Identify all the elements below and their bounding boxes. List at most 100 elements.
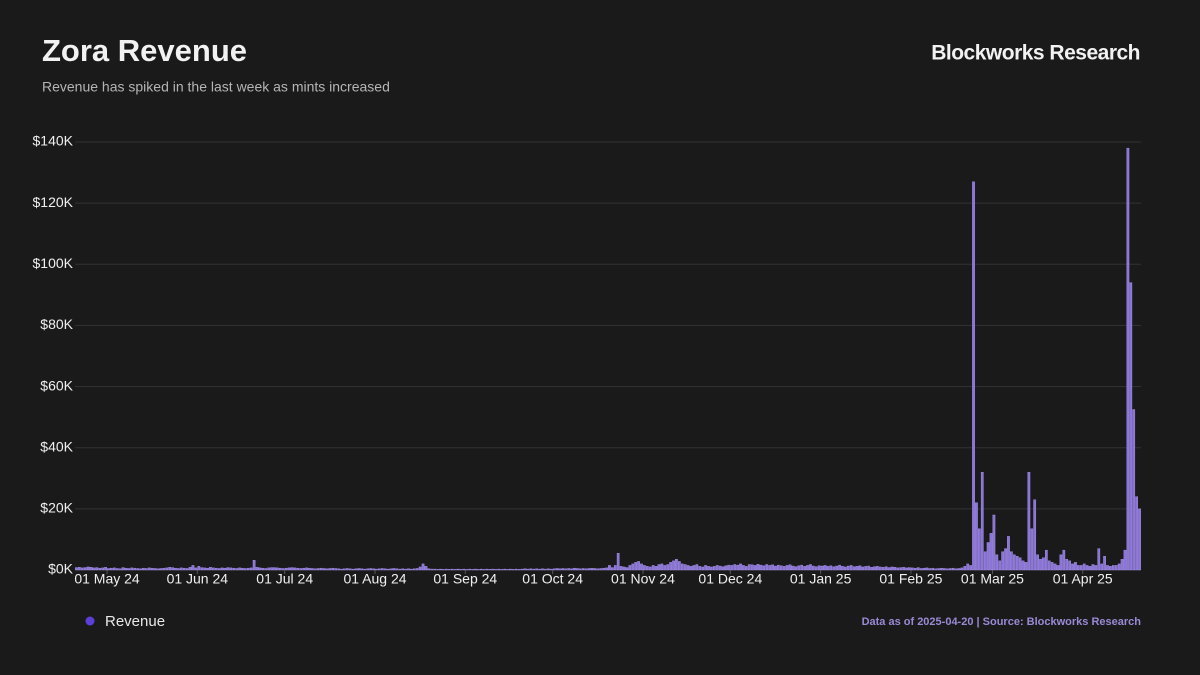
bar	[217, 568, 221, 571]
bar	[177, 568, 180, 571]
bar	[80, 567, 84, 571]
bar	[549, 568, 553, 571]
bar	[593, 568, 597, 571]
bar	[477, 569, 480, 571]
bar	[803, 566, 806, 571]
bar	[750, 564, 754, 571]
bar	[412, 568, 416, 571]
bar	[893, 567, 897, 571]
bar	[127, 568, 131, 571]
bar	[631, 563, 635, 571]
bar	[645, 566, 649, 571]
bar	[1126, 147, 1130, 571]
bar	[809, 564, 812, 571]
bar	[905, 567, 908, 571]
bar	[1135, 496, 1138, 571]
bar	[902, 567, 905, 571]
bar	[756, 563, 760, 571]
bar	[768, 565, 772, 571]
bar	[1077, 565, 1080, 571]
bar	[462, 568, 466, 571]
bar	[1085, 565, 1089, 571]
bar	[238, 567, 241, 571]
bar	[867, 565, 871, 571]
bar	[89, 567, 93, 571]
bar	[960, 567, 964, 571]
x-tick-label: 01 Apr 25	[1053, 571, 1113, 587]
bar	[1079, 565, 1083, 571]
bar	[689, 566, 693, 571]
bar	[669, 562, 672, 571]
bar	[546, 568, 550, 571]
bar	[171, 567, 174, 571]
bar	[1012, 554, 1016, 571]
bar	[1109, 566, 1112, 571]
bar	[972, 181, 975, 571]
bar	[1068, 560, 1071, 571]
bar	[511, 569, 515, 571]
bar	[995, 554, 999, 571]
bar	[675, 559, 678, 571]
bar	[771, 564, 774, 571]
bar	[1036, 554, 1039, 571]
x-tick-label: 01 Jun 24	[167, 571, 229, 587]
bar	[380, 568, 384, 571]
bar	[203, 567, 206, 571]
bar	[311, 568, 314, 571]
x-tick-label: 01 Dec 24	[698, 571, 762, 587]
bar	[471, 569, 474, 571]
bar	[104, 567, 107, 571]
bar	[1044, 549, 1048, 571]
bar	[634, 562, 638, 571]
bar	[532, 568, 536, 571]
bar	[491, 568, 495, 571]
bar	[683, 564, 687, 571]
bar	[302, 567, 305, 571]
brand: Blockworks Research	[931, 42, 1140, 65]
bar	[596, 568, 600, 571]
bar	[567, 568, 571, 571]
bar	[95, 567, 99, 571]
bar	[159, 568, 163, 571]
bar	[313, 568, 317, 571]
bar	[529, 568, 533, 571]
bar	[191, 565, 195, 571]
bar	[838, 564, 841, 571]
bar	[264, 568, 268, 571]
bar	[130, 567, 134, 571]
bar	[1097, 548, 1101, 571]
y-tick-label: $0K	[48, 561, 74, 577]
bar	[1091, 564, 1095, 571]
bar	[1082, 563, 1086, 571]
bar	[1059, 554, 1063, 571]
bar	[514, 568, 518, 571]
bar	[814, 566, 818, 571]
bar	[651, 565, 655, 571]
bar	[619, 566, 623, 571]
bar	[139, 568, 142, 571]
bar	[118, 568, 122, 571]
bar	[1088, 566, 1092, 571]
bar	[878, 566, 882, 571]
bar	[465, 569, 469, 571]
bar	[876, 566, 879, 571]
bar	[721, 566, 725, 571]
bar	[410, 568, 413, 571]
bar	[165, 567, 169, 571]
bar	[479, 568, 483, 571]
bar	[718, 565, 722, 571]
y-tick-label: $100K	[33, 255, 74, 271]
bar	[1120, 559, 1124, 571]
bar	[535, 568, 538, 571]
bar	[206, 567, 209, 571]
bar	[278, 567, 282, 571]
bar	[943, 568, 946, 571]
bar	[290, 567, 294, 571]
bar	[788, 564, 792, 571]
bar	[1042, 557, 1045, 571]
bar	[1050, 562, 1054, 571]
bar	[136, 568, 139, 571]
bar	[281, 568, 285, 571]
bar	[378, 568, 381, 571]
